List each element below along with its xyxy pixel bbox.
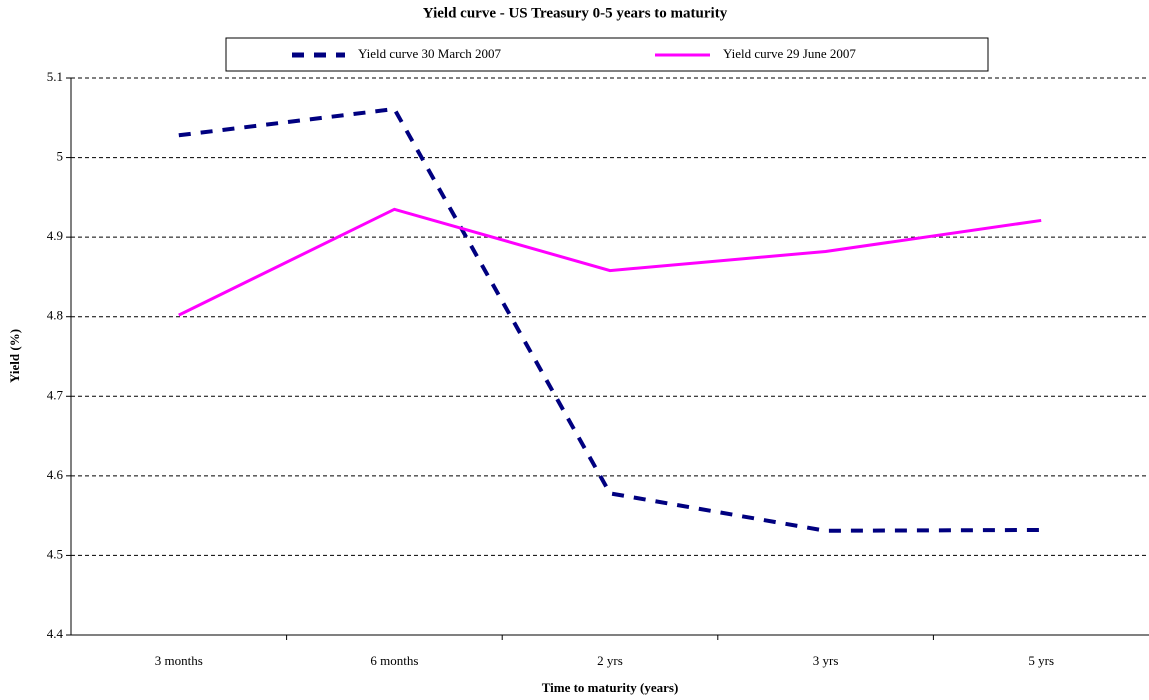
legend-box (225, 37, 989, 72)
y-tick-label: 4.8 (47, 308, 63, 323)
y-tick-label: 5 (57, 149, 64, 164)
x-tick-label: 6 months (370, 653, 418, 668)
y-tick-label: 4.9 (47, 228, 63, 243)
chart-title: Yield curve - US Treasury 0-5 years to m… (423, 5, 728, 21)
legend-label: Yield curve 30 March 2007 (358, 46, 501, 61)
legend-label: Yield curve 29 June 2007 (723, 46, 856, 61)
series-line (178, 207, 1042, 317)
series-line (178, 106, 1042, 533)
y-tick-label: 4.7 (47, 387, 64, 402)
y-tick-label: 4.6 (47, 467, 64, 482)
y-axis-label: Yield (%) (7, 329, 22, 383)
y-tick-label: 5.1 (47, 69, 63, 84)
x-tick-label: 5 yrs (1028, 653, 1054, 668)
y-tick-label: 4.4 (47, 626, 64, 641)
x-tick-label: 3 months (155, 653, 203, 668)
y-tick-label: 4.5 (47, 546, 63, 561)
x-axis-label: Time to maturity (years) (542, 680, 679, 695)
x-tick-label: 3 yrs (813, 653, 839, 668)
x-tick-label: 2 yrs (597, 653, 623, 668)
